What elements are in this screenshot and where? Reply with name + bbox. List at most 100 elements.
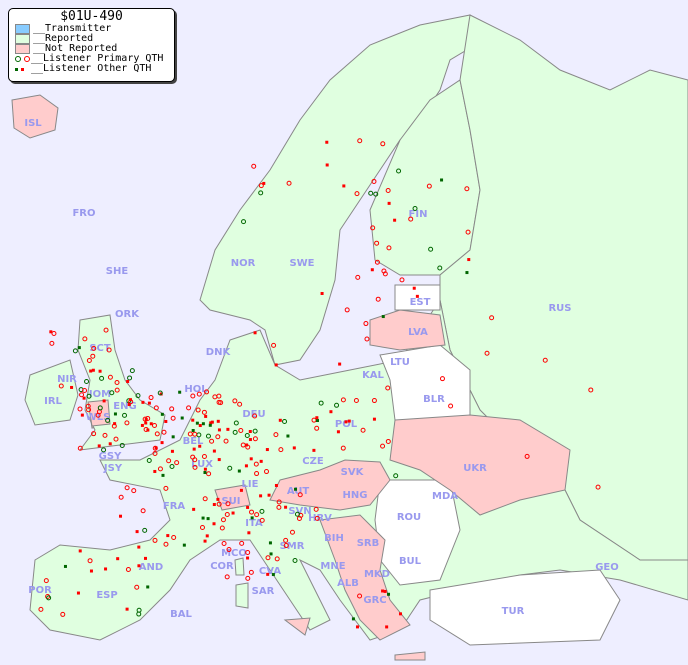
listener-other-marker	[164, 419, 168, 423]
listener-other-marker	[212, 522, 216, 526]
listener-primary-marker	[91, 431, 97, 437]
country-label-mne: MNE	[320, 561, 345, 572]
listener-primary-marker	[318, 400, 324, 406]
listener-other-marker	[292, 446, 296, 450]
listener-other-marker	[203, 470, 207, 474]
listener-primary-marker	[128, 399, 134, 405]
listener-primary-marker	[258, 190, 264, 196]
listener-primary-marker	[357, 593, 363, 599]
country-label-hrv: HRV	[308, 513, 332, 524]
listener-primary-marker	[142, 527, 148, 533]
country-tur	[429, 569, 621, 646]
listener-other-marker	[347, 419, 351, 423]
listener-other-marker	[231, 511, 235, 515]
listener-primary-marker	[225, 501, 231, 507]
listener-primary-marker	[371, 178, 377, 184]
country-label-gsy: GSY	[99, 451, 122, 462]
listener-primary-marker	[314, 425, 320, 431]
listener-other-marker	[244, 464, 248, 468]
listener-other-marker	[102, 399, 106, 403]
listener-primary-marker	[340, 445, 346, 451]
listener-primary-marker	[174, 460, 180, 466]
listener-primary-marker	[166, 458, 172, 464]
listener-other-marker	[104, 567, 108, 571]
listener-primary-marker	[82, 388, 88, 394]
country-label-cor: COR	[210, 561, 234, 572]
listener-primary-marker	[464, 186, 470, 192]
country-label-tur: TUR	[502, 606, 525, 617]
listener-other-marker	[137, 564, 141, 568]
listener-primary-marker	[212, 394, 218, 400]
listener-primary-marker	[386, 245, 392, 251]
listener-primary-marker	[201, 409, 207, 415]
listener-primary-marker	[297, 492, 303, 498]
listener-other-marker	[178, 390, 182, 394]
listener-primary-marker	[313, 506, 319, 512]
listener-other-marker	[206, 517, 210, 521]
listener-other-marker	[198, 424, 202, 428]
listener-primary-marker	[248, 569, 254, 575]
listener-primary-marker	[124, 485, 130, 491]
listener-primary-marker	[97, 405, 103, 411]
listener-other-marker	[149, 422, 153, 426]
listener-primary-marker	[258, 183, 264, 189]
listener-other-marker	[351, 617, 355, 621]
listener-primary-marker	[170, 415, 176, 421]
listener-other-marker	[125, 607, 129, 611]
listener-primary-marker	[489, 315, 495, 321]
listener-other-marker	[119, 514, 123, 518]
listener-primary-marker	[408, 216, 414, 222]
listener-primary-marker	[364, 336, 370, 342]
listener-other-marker	[247, 531, 251, 535]
listener-primary-marker	[224, 574, 230, 580]
listener-primary-marker	[251, 163, 257, 169]
listener-primary-marker	[142, 416, 148, 422]
listener-other-marker	[266, 572, 270, 576]
listener-other-marker	[387, 592, 391, 596]
listener-other-marker	[192, 447, 196, 451]
listener-other-marker	[137, 545, 141, 549]
listener-primary-marker	[286, 180, 292, 186]
listener-primary-marker	[278, 447, 284, 453]
listener-primary-marker	[283, 543, 289, 549]
listener-other-marker	[204, 414, 208, 418]
listener-primary-marker	[428, 246, 434, 252]
listener-other-marker	[412, 286, 416, 290]
listener-other-marker	[209, 421, 213, 425]
country-label-lie: LIE	[242, 479, 259, 490]
listener-primary-marker	[209, 438, 215, 444]
listener-primary-marker	[77, 445, 83, 451]
country-label-jsy: JSY	[103, 463, 123, 474]
country-label-fro: FRO	[72, 208, 95, 219]
legend-reported: __Reported	[9, 34, 174, 44]
country-label-por: POR	[28, 585, 52, 596]
listener-primary-marker	[254, 471, 260, 477]
listener-primary-marker	[118, 494, 124, 500]
listener-other-marker	[271, 573, 275, 577]
country-label-bel: BEL	[183, 436, 204, 447]
listener-other-marker	[198, 444, 202, 448]
listener-other-marker	[250, 516, 254, 520]
listener-primary-marker	[216, 399, 222, 405]
listener-other-marker	[89, 569, 93, 573]
country-label-mkd: MKD	[364, 569, 390, 580]
listener-primary-marker	[49, 340, 55, 346]
country-label-hol: HOL	[184, 384, 208, 395]
listener-primary-marker	[368, 190, 374, 196]
listener-primary-marker	[221, 540, 227, 546]
listener-other-marker	[78, 549, 82, 553]
listener-other-marker	[146, 428, 150, 432]
country-label-rou: ROU	[397, 512, 421, 523]
listener-primary-marker	[393, 473, 399, 479]
listener-other-marker	[325, 163, 329, 167]
listener-other-marker	[161, 473, 165, 477]
listener-primary-marker	[360, 427, 366, 433]
listener-other-marker	[116, 557, 120, 561]
listener-primary-marker	[448, 403, 454, 409]
country-label-est: EST	[410, 297, 431, 308]
listener-primary-marker	[399, 277, 405, 283]
country-isl	[11, 94, 59, 139]
listener-other-marker	[217, 428, 221, 432]
country-label-svn: SVN	[288, 506, 311, 517]
